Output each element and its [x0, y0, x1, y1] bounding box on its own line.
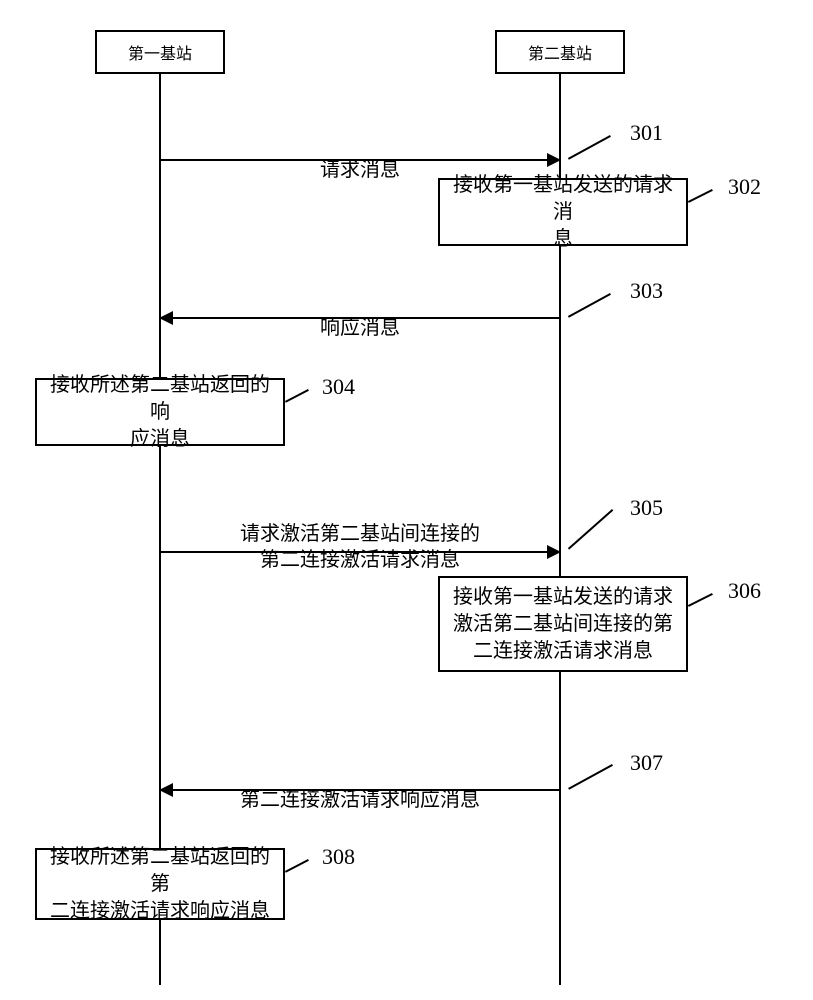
leader-line	[568, 509, 613, 549]
lifeline-label: 第一基站	[128, 46, 192, 63]
process-box: 接收所述第二基站返回的第 二连接激活请求响应消息	[35, 848, 285, 920]
lifeline-label: 第二基站	[528, 46, 592, 63]
sequence-diagram: 第一基站 第二基站 请求消息 301 接收第一基站发送的请求消 息 302 响应…	[0, 0, 813, 1000]
leader-line	[688, 593, 713, 607]
message-label: 第二连接激活请求响应消息	[160, 760, 560, 812]
leader-line	[568, 135, 611, 160]
step-number: 305	[630, 495, 663, 521]
leader-line	[285, 389, 309, 403]
step-number: 301	[630, 120, 663, 146]
message-label: 响应消息	[160, 288, 560, 340]
process-box: 接收第一基站发送的请求消 息	[438, 178, 688, 246]
step-number: 307	[630, 750, 663, 776]
message-label: 请求激活第二基站间连接的 第二连接激活请求消息	[160, 495, 560, 573]
leader-line	[568, 293, 611, 318]
step-number: 306	[728, 578, 761, 604]
step-number: 302	[728, 174, 761, 200]
step-number: 303	[630, 278, 663, 304]
process-box: 接收第一基站发送的请求 激活第二基站间连接的第 二连接激活请求消息	[438, 576, 688, 672]
process-box: 接收所述第二基站返回的响 应消息	[35, 378, 285, 446]
step-number: 304	[322, 374, 355, 400]
leader-line	[568, 764, 613, 790]
lifeline-header-right: 第二基站	[495, 30, 625, 74]
leader-line	[688, 189, 713, 203]
lifeline-header-left: 第一基站	[95, 30, 225, 74]
leader-line	[285, 859, 309, 873]
step-number: 308	[322, 844, 355, 870]
